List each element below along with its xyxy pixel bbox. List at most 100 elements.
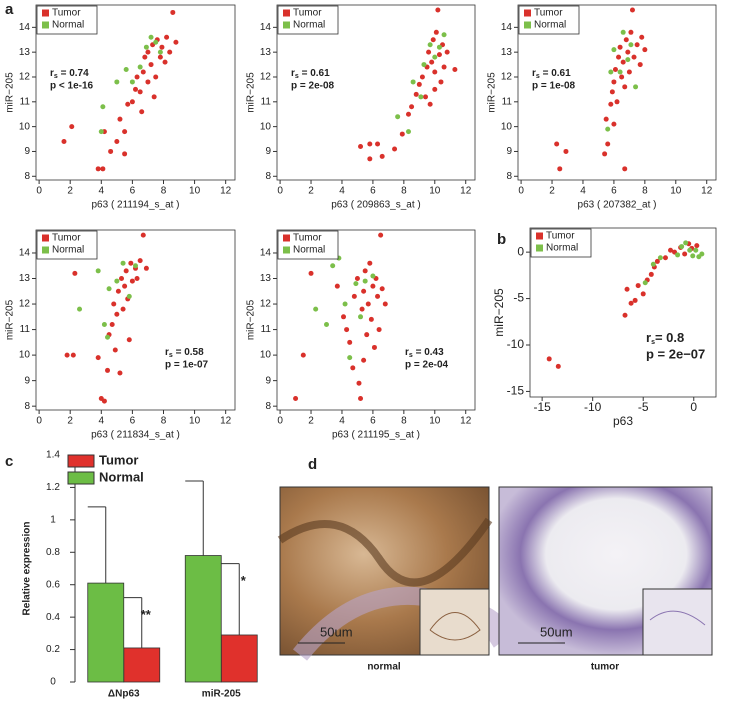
point	[392, 146, 398, 152]
point	[353, 281, 359, 287]
x-tick-label: miR-205	[202, 689, 241, 700]
point	[159, 44, 165, 50]
legend-label: Normal	[293, 20, 325, 31]
point	[126, 293, 132, 299]
point	[555, 363, 561, 369]
y-tick-label: 12	[260, 299, 272, 310]
stat-symbol: r	[291, 68, 295, 79]
y-tick-label: 14	[260, 248, 272, 259]
point	[324, 321, 329, 327]
y-tick-label: 13	[501, 47, 513, 58]
point	[633, 84, 639, 90]
x-tick-label: 8	[161, 186, 167, 197]
legend-swatch	[42, 9, 49, 17]
point	[114, 311, 120, 317]
legend-label: Tumor	[52, 8, 81, 19]
image-normal	[277, 486, 507, 661]
point	[148, 34, 154, 40]
point	[109, 321, 115, 327]
point	[129, 278, 135, 284]
scale-label: 50um	[540, 624, 573, 639]
point	[629, 7, 635, 13]
point	[120, 306, 126, 312]
y-tick-label: 9	[24, 146, 30, 157]
point	[100, 166, 106, 172]
point	[367, 156, 373, 162]
point	[137, 64, 143, 70]
point	[77, 306, 83, 312]
stat-subscript: s	[536, 73, 540, 80]
error-bar	[123, 597, 143, 648]
point	[157, 49, 163, 55]
stat-symbol: r	[646, 330, 651, 345]
point	[117, 370, 123, 376]
legend-swatch	[536, 232, 543, 240]
legend-label: Tumor	[534, 8, 563, 19]
point	[313, 306, 319, 312]
point	[699, 251, 705, 257]
legend-label: Tumor	[99, 452, 138, 467]
stat-value: = 0.58	[173, 347, 204, 358]
point	[361, 288, 367, 294]
plot-frame	[517, 4, 717, 181]
y-tick-label: 13	[19, 273, 31, 284]
point	[432, 69, 438, 75]
point	[140, 232, 146, 238]
point	[368, 316, 374, 322]
x-axis-label: p63 ( 209863_s_at )	[331, 200, 421, 211]
x-tick-label: 12	[220, 416, 232, 427]
point	[330, 263, 336, 269]
legend-swatch	[67, 454, 95, 468]
point	[293, 396, 299, 402]
point	[416, 81, 422, 87]
y-axis-label: miR−205	[487, 72, 498, 113]
x-tick-label: 0	[277, 186, 283, 197]
point	[300, 352, 306, 358]
y-axis-label: miR−205	[492, 288, 506, 337]
point	[69, 124, 75, 130]
stat-p: p = 1e-08	[532, 81, 576, 92]
point	[694, 243, 700, 249]
point	[399, 131, 405, 137]
x-tick-label: 2	[308, 186, 314, 197]
x-axis-label: p63 ( 211194_s_at )	[91, 200, 179, 211]
point	[614, 99, 620, 105]
y-axis-label: miR−205	[246, 72, 257, 113]
stat-symbol: r	[532, 68, 536, 79]
point	[430, 37, 436, 43]
error-bar	[185, 480, 204, 556]
x-tick-label: -5	[638, 400, 649, 414]
point	[426, 49, 432, 55]
point	[690, 253, 696, 259]
stat-subscript: s	[54, 73, 58, 80]
point	[631, 54, 637, 60]
significance: *	[241, 573, 247, 588]
bar	[220, 634, 258, 683]
point	[142, 54, 148, 60]
stat-value: = 0.43	[413, 347, 444, 358]
x-tick-label: 6	[130, 416, 136, 427]
point	[123, 268, 129, 274]
point	[436, 44, 442, 50]
error-bar	[87, 506, 107, 584]
y-tick-label: 11	[20, 96, 31, 107]
y-tick-label: 8	[265, 171, 271, 182]
image-caption: normal	[367, 662, 401, 673]
legend-label: Normal	[99, 469, 144, 484]
y-tick-label: 8	[506, 171, 512, 182]
x-tick-label: 6	[370, 416, 376, 427]
point	[347, 339, 353, 345]
x-tick-label: 8	[642, 186, 648, 197]
x-axis-label: p63	[613, 414, 633, 428]
y-axis-label: miR−205	[246, 299, 257, 340]
point	[170, 9, 176, 15]
point	[628, 29, 634, 35]
point	[376, 327, 382, 333]
point	[410, 79, 416, 85]
panel-label: b	[497, 231, 506, 248]
point	[128, 260, 134, 266]
point	[95, 268, 101, 274]
error-bar	[221, 563, 240, 635]
legend-swatch	[42, 246, 49, 254]
x-tick-label: 4	[99, 186, 105, 197]
